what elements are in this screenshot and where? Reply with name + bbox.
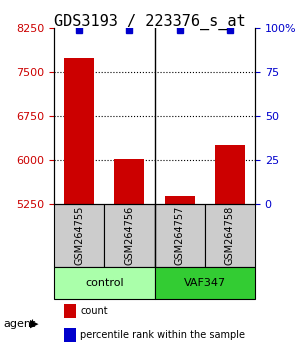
FancyBboxPatch shape xyxy=(104,204,154,267)
FancyBboxPatch shape xyxy=(54,267,154,299)
Bar xyxy=(64,304,76,318)
FancyBboxPatch shape xyxy=(154,267,255,299)
Text: GSM264757: GSM264757 xyxy=(175,206,184,265)
Bar xyxy=(164,196,195,204)
Text: GSM264758: GSM264758 xyxy=(225,206,235,265)
Bar xyxy=(64,57,94,204)
Bar xyxy=(64,328,76,342)
Text: GSM264756: GSM264756 xyxy=(124,206,134,265)
FancyBboxPatch shape xyxy=(154,204,205,267)
Bar xyxy=(215,145,245,204)
FancyBboxPatch shape xyxy=(54,204,104,267)
Text: GSM264755: GSM264755 xyxy=(74,206,84,265)
Text: count: count xyxy=(80,306,108,316)
Text: control: control xyxy=(85,278,124,288)
Text: GDS3193 / 223376_s_at: GDS3193 / 223376_s_at xyxy=(54,14,246,30)
Bar xyxy=(114,159,144,204)
Text: agent: agent xyxy=(3,319,35,329)
Text: percentile rank within the sample: percentile rank within the sample xyxy=(80,330,245,340)
Text: VAF347: VAF347 xyxy=(184,278,226,288)
FancyBboxPatch shape xyxy=(205,204,255,267)
Text: ▶: ▶ xyxy=(30,319,38,329)
